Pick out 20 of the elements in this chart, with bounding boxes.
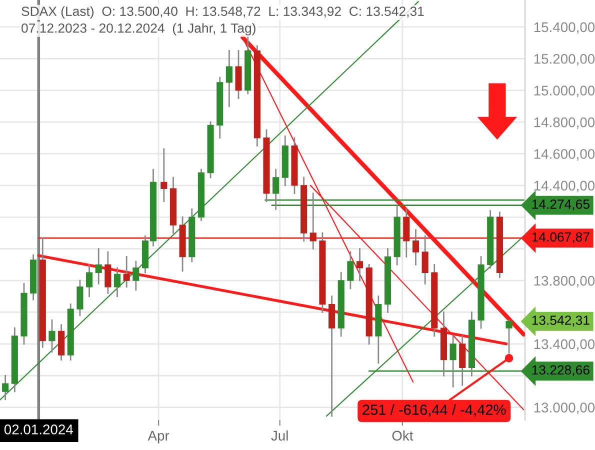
text: 07.12.2023 - 20.12.2024 (1 Jahr, 1 Tag)	[22, 23, 256, 36]
y-tick-label: 14.600,00	[534, 149, 595, 161]
y-tick-label: 15.000,00	[534, 86, 595, 98]
y-tick-label: 14.800,00	[534, 117, 595, 129]
y-tick-label: 15.400,00	[534, 22, 595, 34]
y-tick-label: 15.200,00	[534, 54, 595, 66]
y-tick-label: 14.400,00	[534, 180, 595, 192]
series-label: 13.228,66	[532, 365, 590, 376]
y-tick-label: 13.400,00	[534, 339, 595, 351]
ref-line-label: 02.01.2024	[4, 424, 73, 434]
chart-title: SDAX (Last) O: 13.500,40 H: 13.548,72 L: 13.343,92 C: 13.542,31	[22, 6, 424, 19]
annotation: 13.542,31	[532, 316, 590, 326]
annotation: 251 / -616,44 / -4,42%	[362, 404, 506, 417]
series-label: 14.067,87	[532, 232, 590, 244]
y-tick-label: 13.800,00	[534, 276, 595, 288]
x-tick-label: Okt	[392, 430, 414, 441]
x-tick-label: Apr	[148, 430, 170, 444]
x-tick-label: Jul	[271, 430, 288, 441]
series-label: 14.274,65	[532, 200, 590, 210]
y-tick-label: 13.000,00	[534, 402, 595, 414]
